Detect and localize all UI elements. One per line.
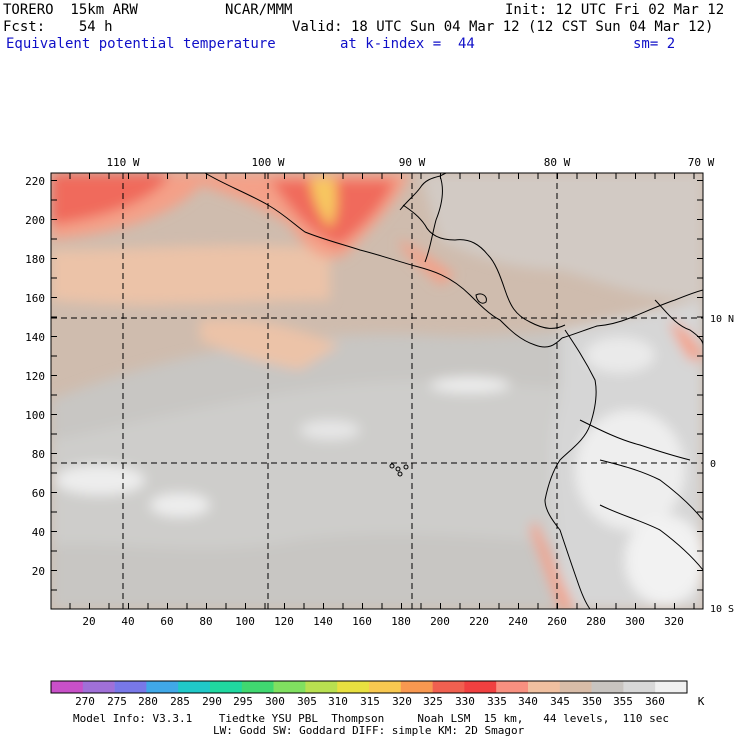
colorbar-label: 285 bbox=[170, 695, 190, 708]
y-tick-label: 160 bbox=[25, 292, 45, 305]
colorbar-segment bbox=[82, 681, 115, 693]
x-tick-label: 320 bbox=[664, 615, 684, 628]
colorbar-label: 335 bbox=[487, 695, 507, 708]
colorbar-label: 350 bbox=[582, 695, 602, 708]
x-tick-label: 240 bbox=[508, 615, 528, 628]
x-tick-label: 260 bbox=[547, 615, 567, 628]
colorbar-segment bbox=[528, 681, 561, 693]
x-tick-label: 120 bbox=[274, 615, 294, 628]
y-tick-label: 80 bbox=[32, 448, 45, 461]
y-tick-label: 120 bbox=[25, 370, 45, 383]
colorbar-label: 300 bbox=[265, 695, 285, 708]
colorbar-segment bbox=[305, 681, 338, 693]
x-tick-label: 140 bbox=[313, 615, 333, 628]
x-tick-label: 200 bbox=[430, 615, 450, 628]
y-tick-label: 200 bbox=[25, 214, 45, 227]
colorbar-frame bbox=[50, 680, 688, 694]
colorbar-segment bbox=[337, 681, 370, 693]
colorbar-segment bbox=[464, 681, 497, 693]
model-info-line2: LW: Godd SW: Goddard DIFF: simple KM: 2D… bbox=[213, 724, 525, 737]
lon-label-100w: 100 W bbox=[251, 156, 284, 169]
model-info-line1: Model Info: V3.3.1 Tiedtke YSU PBL Thomp… bbox=[73, 712, 670, 725]
init-time: Init: 12 UTC Fri 02 Mar 12 bbox=[505, 2, 725, 18]
colorbar-segment bbox=[623, 681, 656, 693]
x-tick-label: 100 bbox=[235, 615, 255, 628]
field-name: Equivalent potential temperature bbox=[6, 36, 276, 52]
colorbar-segment bbox=[369, 681, 402, 693]
lat-label-10n: 10 N bbox=[710, 314, 734, 325]
colorbar-label: 295 bbox=[233, 695, 253, 708]
plot-frame bbox=[50, 172, 704, 610]
x-tick-label: 160 bbox=[352, 615, 372, 628]
colorbar-segment bbox=[496, 681, 529, 693]
institution: NCAR/MMM bbox=[225, 2, 293, 18]
colorbar-segment bbox=[273, 681, 306, 693]
y-tick-label: 20 bbox=[32, 565, 45, 578]
colorbar-label: 325 bbox=[423, 695, 443, 708]
colorbar-segment bbox=[400, 681, 433, 693]
colorbar-label: 270 bbox=[75, 695, 95, 708]
x-tick-label: 80 bbox=[199, 615, 212, 628]
coastlines bbox=[204, 173, 703, 609]
colorbar-label: 340 bbox=[518, 695, 538, 708]
colorbar-label: 290 bbox=[202, 695, 222, 708]
x-tick-label: 220 bbox=[469, 615, 489, 628]
colorbar-label: 355 bbox=[613, 695, 633, 708]
colorbar-label: 305 bbox=[297, 695, 317, 708]
y-tick-label: 140 bbox=[25, 331, 45, 344]
colorbar-segment bbox=[146, 681, 179, 693]
lon-label-110w: 110 W bbox=[106, 156, 139, 169]
x-tick-label: 20 bbox=[82, 615, 95, 628]
colorbar-segment bbox=[655, 681, 688, 693]
lon-label-90w: 90 W bbox=[399, 156, 426, 169]
lon-label-80w: 80 W bbox=[544, 156, 571, 169]
colorbar-label: 345 bbox=[550, 695, 570, 708]
x-tick-label: 280 bbox=[586, 615, 606, 628]
colorbar-segment bbox=[241, 681, 274, 693]
forecast-hour: Fcst: 54 h bbox=[3, 19, 113, 35]
colorbar-segment bbox=[559, 681, 592, 693]
colorbar-segment bbox=[178, 681, 211, 693]
colorbar-label: 280 bbox=[138, 695, 158, 708]
colorbar-segment bbox=[51, 681, 84, 693]
colorbar-label: 360 bbox=[645, 695, 665, 708]
y-tick-label: 60 bbox=[32, 487, 45, 500]
lat-lon-grid bbox=[51, 173, 703, 609]
x-tick-label: 60 bbox=[160, 615, 173, 628]
model-name: TORERO 15km ARW bbox=[3, 2, 138, 18]
colorbar bbox=[50, 680, 688, 694]
y-tick-label: 180 bbox=[25, 253, 45, 266]
smoothing: sm= 2 bbox=[633, 36, 676, 52]
theta-e-field bbox=[51, 173, 703, 609]
lon-label-70w: 70 W bbox=[688, 156, 715, 169]
colorbar-label: 330 bbox=[455, 695, 475, 708]
x-tick-label: 180 bbox=[391, 615, 411, 628]
colorbar-segment bbox=[114, 681, 147, 693]
y-tick-label: 220 bbox=[25, 175, 45, 188]
level-index: at k-index = 44 bbox=[340, 36, 475, 52]
colorbar-label: 310 bbox=[328, 695, 348, 708]
y-tick-label: 100 bbox=[25, 409, 45, 422]
colorbar-label: 320 bbox=[392, 695, 412, 708]
y-tick-label: 40 bbox=[32, 526, 45, 539]
colorbar-segment bbox=[591, 681, 624, 693]
colorbar-unit: K bbox=[698, 695, 705, 708]
colorbar-label: 315 bbox=[360, 695, 380, 708]
valid-time: Valid: 18 UTC Sun 04 Mar 12 (12 CST Sun … bbox=[292, 19, 714, 35]
x-tick-label: 40 bbox=[121, 615, 134, 628]
lat-label-0: 0 bbox=[710, 459, 716, 470]
colorbar-segment bbox=[432, 681, 465, 693]
lat-label-10s: 10 S bbox=[710, 604, 734, 615]
colorbar-label: 275 bbox=[107, 695, 127, 708]
x-tick-label: 300 bbox=[625, 615, 645, 628]
colorbar-segment bbox=[210, 681, 243, 693]
